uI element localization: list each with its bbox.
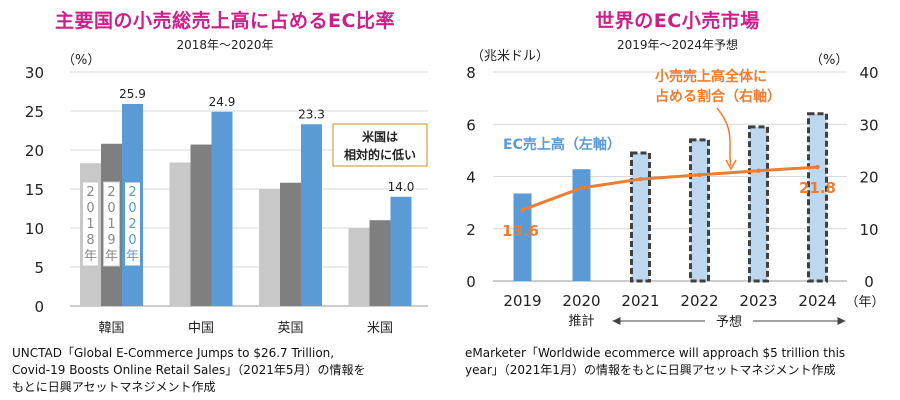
y-left-tick-label: 4 [466,169,476,187]
x-tick-label: 2024 [798,292,836,310]
bar-米国-2018年 [348,228,370,306]
left-source-line-2: Covid-19 Boosts Online Retail Sales」（202… [12,363,366,377]
y-tick-label: 25 [25,103,44,121]
forecast-label: 予想 [716,314,742,330]
bar-米国-2020年 [390,196,412,306]
x-tick-label: 2020 [562,292,600,310]
line-label-last: 21.8 [799,179,836,197]
share-point-2020 [579,185,584,191]
right-source: eMarketer「Worldwide ecommerce will appro… [465,345,845,379]
x-tick-label: 2022 [680,292,718,310]
share-point-2024 [815,164,820,170]
bar-2020 [572,169,591,281]
callout-line-2: 相対的に低い [344,147,416,162]
y-left-tick-label: 0 [466,273,476,291]
estimate-label: 推計 [568,313,594,329]
bar-2024 [807,112,828,283]
y-right-tick-label: 0 [864,273,874,291]
series-label-box [103,181,120,267]
left-chart-plot: （%） 0 5 10 15 20 25 30 25.9 韓国 24.9 中国 23.3 英国 14.0 米国 2… [25,53,428,336]
line-label-first: 13.6 [502,222,539,240]
y-right-tick-label: 20 [859,169,878,187]
right-chart-title: 世界のEC小売市場 [595,10,760,32]
right-chart-panel: 世界のEC小売市場 2019年〜2024年予想 （兆米ドル） （%） 0 2 4 6 8 0 1… [455,0,900,400]
data-label: 23.3 [298,107,325,121]
share-point-2022 [697,172,702,178]
bar-2019 [513,193,532,281]
bar-2022 [689,138,710,283]
x-tick-label: 2021 [621,292,659,310]
legend-line-label-1: 小売売上高全体に [655,68,767,85]
bar-中国-2018年 [169,162,191,306]
y-left-tick-label: 6 [466,116,476,134]
y-left-tick-label: 8 [466,64,476,82]
y-right-tick-label: 40 [859,64,878,82]
right-source-line-2: year」（2021年1月）の情報をもとに日興アセットマネジメント作成 [465,363,836,377]
left-y-unit: （%） [62,53,100,68]
x-tick-label: 韓国 [98,321,124,336]
x-tick-label: 中国 [188,321,214,336]
right-chart-plot: （兆米ドル） （%） 0 2 4 6 8 0 10 20 30 40 2019 2020 2021 2022 2… [466,49,885,330]
left-source: UNCTAD「Global E-Commerce Jumps to $26.7 … [12,345,366,396]
callout-line-1: 米国は [362,129,398,144]
x-tick-label: 英国 [277,321,303,336]
y-right-tick-label: 30 [859,116,878,134]
right-chart-subtitle: 2019年〜2024年予想 [616,38,739,52]
share-line [521,165,818,212]
left-source-line-3: もとに日興アセットマネジメント作成 [12,380,216,394]
y-left-tick-label: 2 [466,221,476,239]
y-tick-label: 5 [34,259,44,277]
forecast-arrow-left [612,317,621,325]
forecast-label-bg [705,312,753,330]
right-source-line-1: eMarketer「Worldwide ecommerce will appro… [465,346,846,360]
series-label-box [82,181,99,267]
y-tick-label: 20 [25,142,44,160]
y-tick-label: 30 [25,64,44,82]
x-tick-label: 米国 [367,321,393,336]
data-label: 24.9 [209,95,236,109]
legend-line-label-2: 占める割合（右軸） [655,88,781,105]
bar-英国-2019年 [280,182,301,306]
share-point-2019 [520,207,525,213]
legend-bars-label: EC売上高（左軸） [503,136,621,153]
data-label: 25.9 [119,87,146,101]
legend-pointer-line [716,107,732,167]
y-right-tick-label: 10 [859,221,878,239]
left-chart-panel: 主要国の小売総売上高に占めるEC比率 2018年〜2020年 （%） 0 5 10 15… [12,10,428,396]
bar-中国-2019年 [190,144,212,306]
share-point-2023 [756,168,761,173]
x-tick-label: 2023 [739,292,777,310]
series-label-box [124,181,141,267]
right-y-unit-left: （兆米ドル） [471,49,549,64]
left-source-line-1: UNCTAD「Global E-Commerce Jumps to $26.7 … [12,346,335,360]
bar-米国-2019年 [369,220,391,306]
y-tick-label: 0 [34,298,44,316]
legend-pointer-arrowhead [725,159,737,171]
y-tick-label: 10 [25,220,44,238]
y-tick-label: 15 [25,181,44,199]
share-point-2021 [638,176,643,182]
bar-2021 [630,151,651,283]
x-tick-label: 2019 [503,292,541,310]
data-label: 14.0 [388,180,415,194]
left-chart-title: 主要国の小売総売上高に占めるEC比率 [55,10,395,32]
x-unit-label: （年） [845,295,884,310]
left-chart-subtitle: 2018年〜2020年 [176,38,274,52]
bar-英国-2020年 [301,124,322,306]
right-y-unit-right: （%） [810,53,848,68]
forecast-arrow-right [837,317,846,325]
bar-2023 [748,125,769,283]
bar-中国-2020年 [211,111,233,306]
callout-box [332,123,428,167]
bar-英国-2018年 [259,189,280,306]
